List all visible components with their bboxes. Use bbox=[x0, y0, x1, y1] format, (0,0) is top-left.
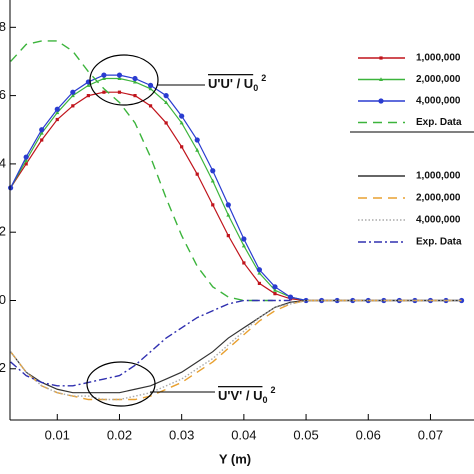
x-tick-label: 0.06 bbox=[356, 427, 381, 442]
legend-label: 4,000,000 bbox=[416, 96, 461, 107]
point bbox=[23, 154, 29, 160]
legend-label: 1,000,000 bbox=[416, 171, 461, 182]
series-line bbox=[10, 40, 275, 302]
point bbox=[86, 94, 90, 98]
point bbox=[86, 83, 91, 87]
point bbox=[272, 288, 277, 292]
point bbox=[241, 236, 247, 242]
point bbox=[195, 172, 199, 176]
point bbox=[164, 121, 168, 125]
point bbox=[164, 100, 169, 104]
x-tick-label: 0.01 bbox=[45, 427, 70, 442]
annotation-text: U'U' / U bbox=[208, 76, 253, 91]
legend-label: 1,000,000 bbox=[416, 53, 461, 64]
x-tick-label: 0.05 bbox=[293, 427, 318, 442]
point bbox=[180, 145, 184, 149]
point bbox=[241, 243, 246, 248]
annotation-text: U'V' / U bbox=[218, 388, 262, 403]
x-axis-label: Y (m) bbox=[219, 451, 251, 466]
point bbox=[71, 104, 75, 108]
point bbox=[133, 94, 137, 98]
point bbox=[226, 234, 230, 238]
point bbox=[133, 79, 138, 84]
point bbox=[8, 185, 14, 191]
point bbox=[226, 212, 231, 217]
annotation-sup: 2 bbox=[261, 73, 266, 83]
point bbox=[101, 76, 106, 81]
y-tick-label: 0 bbox=[0, 292, 6, 307]
plot-area bbox=[8, 40, 465, 401]
point bbox=[24, 162, 28, 166]
point bbox=[287, 294, 294, 300]
point bbox=[148, 86, 153, 91]
y-tick-label: 8 bbox=[0, 19, 6, 34]
y-tick-label: 2 bbox=[0, 360, 6, 375]
legend-label: 2,000,000 bbox=[416, 193, 461, 204]
point bbox=[54, 106, 60, 112]
point bbox=[257, 281, 262, 286]
annotation-sup: 2 bbox=[270, 385, 275, 395]
point bbox=[179, 113, 185, 119]
point bbox=[211, 203, 215, 207]
point bbox=[39, 130, 44, 135]
point bbox=[379, 56, 383, 60]
point bbox=[379, 77, 383, 81]
point bbox=[273, 292, 277, 296]
annotation: U'U' / U02 bbox=[208, 73, 266, 93]
point bbox=[194, 137, 200, 143]
point bbox=[117, 76, 122, 81]
x-tick-label: 0.02 bbox=[107, 427, 132, 442]
point bbox=[242, 261, 246, 265]
point bbox=[210, 178, 215, 183]
x-tick-label: 0.07 bbox=[418, 427, 443, 442]
point bbox=[147, 82, 154, 88]
point bbox=[40, 138, 44, 142]
point bbox=[257, 270, 262, 275]
point bbox=[55, 117, 59, 122]
point bbox=[272, 284, 278, 290]
point bbox=[256, 267, 263, 273]
point bbox=[101, 72, 107, 78]
ellipse bbox=[86, 361, 156, 407]
point bbox=[116, 72, 123, 78]
point bbox=[378, 98, 384, 104]
point bbox=[148, 104, 153, 108]
point bbox=[70, 89, 76, 95]
annotation-sub: 0 bbox=[253, 83, 258, 93]
point bbox=[55, 110, 60, 115]
annotation: U'V' / U02 bbox=[218, 385, 276, 405]
legend-label: 4,000,000 bbox=[416, 215, 461, 226]
ellipse bbox=[89, 54, 159, 106]
series-line bbox=[10, 299, 462, 401]
point bbox=[24, 158, 29, 162]
series-line bbox=[10, 299, 291, 387]
point bbox=[179, 120, 184, 125]
point bbox=[70, 93, 75, 98]
legend-bg bbox=[350, 40, 474, 250]
legend: 1,000,000 2,000,000 4,000,000 Exp. Data 1,00… bbox=[350, 40, 474, 250]
point bbox=[102, 90, 106, 94]
legend-label: Exp. Data bbox=[416, 117, 462, 128]
point bbox=[39, 127, 45, 133]
legend-label: Exp. Data bbox=[416, 237, 462, 248]
x-tick-label: 0.04 bbox=[231, 427, 256, 442]
y-tick-label: 2 bbox=[0, 224, 6, 239]
y-tick-label: 4 bbox=[0, 155, 6, 170]
point bbox=[163, 93, 169, 99]
point bbox=[132, 75, 138, 82]
legend-label: 2,000,000 bbox=[416, 74, 461, 85]
point bbox=[195, 148, 200, 152]
point bbox=[210, 168, 216, 174]
point bbox=[225, 202, 231, 208]
y-tick-label: 6 bbox=[0, 87, 6, 102]
series-line bbox=[10, 299, 462, 401]
annotation-sub: 0 bbox=[262, 395, 267, 405]
point bbox=[117, 90, 122, 94]
x-tick-label: 0.03 bbox=[169, 427, 194, 442]
